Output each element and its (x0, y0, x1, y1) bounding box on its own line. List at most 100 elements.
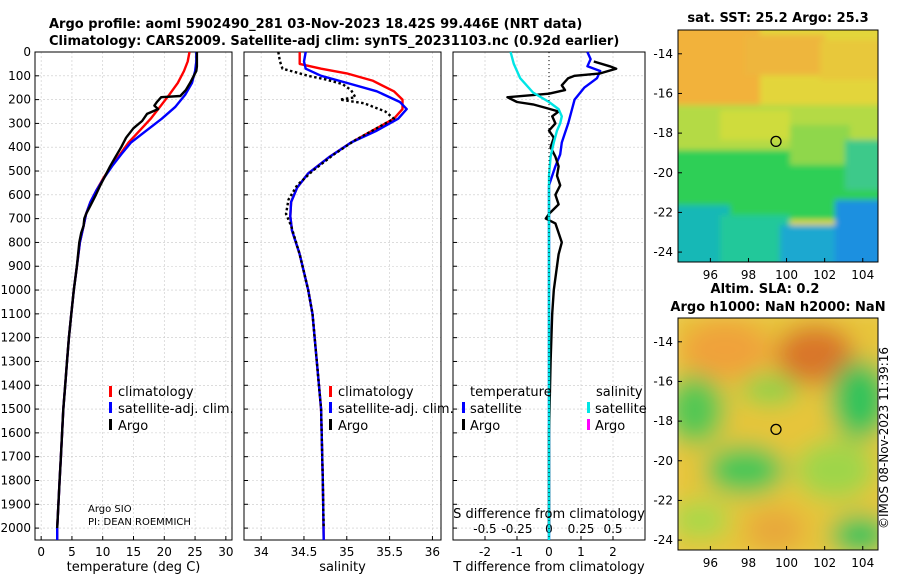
map-ytick-label: -16 (653, 374, 673, 388)
xtick-label: 0 (37, 545, 45, 559)
map-xtick-label: 98 (741, 556, 756, 570)
xtick-label: 34 (253, 545, 268, 559)
legend-label-temp-satellite: satellite (470, 402, 522, 417)
temperature-panel: 0100200300400500600700800900100011001200… (0, 45, 233, 575)
sst-map-title: sat. SST: 25.2 Argo: 25.3 (687, 11, 868, 26)
xtick-label: 34.5 (291, 545, 318, 559)
legend-swatch-temp-argo (462, 419, 465, 430)
sla-argo-marker (770, 423, 782, 436)
legend-label-climatology: climatology (118, 385, 194, 400)
ytick-label: 1700 (0, 450, 31, 464)
xtick-label: 10 (95, 545, 110, 559)
temperature-legend: climatology satellite-adj. clim. Argo (109, 385, 234, 434)
xtick-label: 0 (545, 545, 553, 559)
xtick-label: 35.5 (376, 545, 403, 559)
series-temperature-satellite (547, 51, 602, 540)
map-xtick-label: 102 (813, 268, 836, 282)
map-ytick-label: -24 (653, 533, 673, 547)
legend-swatch-climatology (109, 386, 112, 397)
legend-swatch-argo (109, 419, 112, 430)
map-ytick-label: -22 (653, 205, 673, 219)
xtick-label: 2 (609, 545, 617, 559)
xtick-label: 25 (187, 545, 202, 559)
series-satellite-adj-clim- (289, 51, 408, 541)
ytick-label: 1800 (0, 473, 31, 487)
map-ytick-label: -18 (653, 126, 673, 140)
series-satellite-adj-clim- (56, 52, 198, 540)
legend-title-salinity: salinity (596, 385, 643, 400)
xtick-label: -1 (511, 545, 523, 559)
xtick-label: 30 (218, 545, 233, 559)
salinity-xlabel: salinity (319, 560, 366, 575)
pi-annotation-line2: PI: DEAN ROEMMICH (88, 517, 191, 528)
difference-legend: temperature salinity satellite Argo sate… (462, 385, 647, 434)
ytick-label: 1200 (0, 331, 31, 345)
ytick-label: 900 (8, 259, 31, 273)
legend-label-satellite: satellite-adj. clim. (338, 402, 454, 417)
ytick-label: 1400 (0, 378, 31, 392)
sla-map-subtitle: Argo h1000: NaN h2000: NaN (670, 300, 885, 315)
sla-field (678, 318, 878, 550)
ytick-label: 1300 (0, 354, 31, 368)
s-tick-label: 0.5 (603, 522, 622, 536)
ytick-label: 100 (8, 69, 31, 83)
ytick-label: 1900 (0, 497, 31, 511)
ytick-label: 400 (8, 140, 31, 154)
map-xtick-label: 100 (775, 556, 798, 570)
xtick-label: 15 (126, 545, 141, 559)
legend-swatch-sal-satellite (587, 402, 590, 413)
salinity-panel: 34 34.5 35 35.5 36 salinity climatology sate… (243, 51, 454, 575)
s-tick-label: -0.5 (473, 522, 496, 536)
ytick-label: 700 (8, 212, 31, 226)
xtick-label: 36 (425, 545, 440, 559)
map-xtick-label: 96 (703, 556, 718, 570)
map-xtick-label: 104 (851, 556, 874, 570)
legend-label-argo: Argo (118, 419, 148, 434)
sst-map-panel: sat. SST: 25.2 Argo: 25.3 96 98 100 102 104 -… (653, 11, 879, 282)
xtick-label: -2 (479, 545, 491, 559)
s-tick-label: -0.25 (501, 522, 532, 536)
map-xtick-label: 100 (775, 268, 798, 282)
s-tick-label: 0.25 (568, 522, 595, 536)
ytick-label: 200 (8, 93, 31, 107)
legend-swatch-satellite (329, 402, 332, 413)
map-xtick-label: 96 (703, 268, 718, 282)
legend-swatch-argo (329, 419, 332, 430)
credit-timestamp: ©IMOS 08-Nov-2023 11:39:16 (877, 346, 891, 530)
sla-map-title: Altim. SLA: 0.2 (711, 282, 820, 297)
legend-swatch-temp-satellite (462, 402, 465, 413)
ytick-label: 1000 (0, 283, 31, 297)
map-ytick-label: -24 (653, 245, 673, 259)
series-climatology (56, 51, 191, 540)
legend-label-sal-argo: Argo (595, 419, 625, 434)
pi-annotation-line1: Argo SIO (88, 504, 132, 515)
legend-label-argo: Argo (338, 419, 368, 434)
difference-xlabel2: S difference from climatology (453, 507, 645, 522)
series-temperature-argo (506, 60, 618, 529)
legend-swatch-climatology (329, 386, 332, 397)
ytick-label: 600 (8, 188, 31, 202)
temperature-xlabel: temperature (deg C) (67, 560, 201, 575)
ytick-label: 1100 (0, 307, 31, 321)
map-ytick-label: -20 (653, 166, 673, 180)
ytick-label: 500 (8, 164, 31, 178)
sla-map-panel: Altim. SLA: 0.2 Argo h1000: NaN h2000: N… (653, 282, 885, 570)
xtick-label: 20 (157, 545, 172, 559)
figure-title-line2: Climatology: CARS2009. Satellite-adj cli… (49, 34, 619, 49)
ytick-label: 1500 (0, 402, 31, 416)
sst-argo-marker (770, 135, 782, 148)
map-xtick-label: 104 (851, 268, 874, 282)
series-salinity-satellite (509, 51, 563, 540)
xtick-label: 5 (68, 545, 76, 559)
ytick-label: 800 (8, 235, 31, 249)
map-ytick-label: -16 (653, 86, 673, 100)
salinity-legend: climatology satellite-adj. clim. Argo (329, 385, 454, 434)
ytick-label: 300 (8, 116, 31, 130)
legend-label-climatology: climatology (338, 385, 414, 400)
difference-xlabel: T difference from climatology (452, 560, 645, 575)
ytick-label: 0 (23, 45, 31, 59)
legend-label-sal-satellite: satellite (595, 402, 647, 417)
xtick-label: 35 (339, 545, 354, 559)
legend-label-satellite: satellite-adj. clim. (118, 402, 234, 417)
